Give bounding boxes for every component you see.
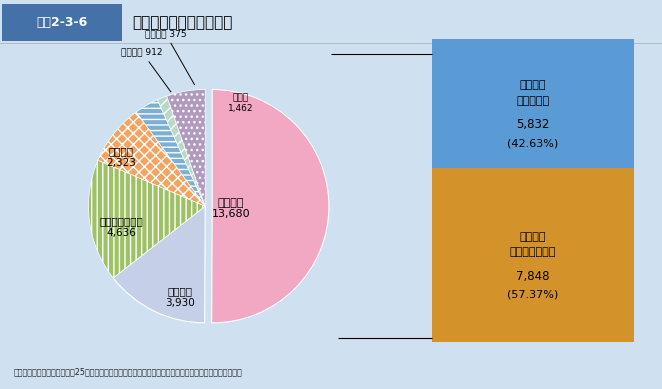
Text: 健康問題
13,680: 健康問題 13,680 — [212, 198, 250, 219]
Text: (42.63%): (42.63%) — [507, 138, 559, 148]
Bar — [2, 4, 122, 41]
Wedge shape — [98, 112, 205, 206]
Text: 資料：内閣府・警察庁「平成25年中における自殺の状況」より厚生労働省政策統括官付政策評価官室作成: 資料：内閣府・警察庁「平成25年中における自殺の状況」より厚生労働省政策統括官付… — [13, 367, 242, 376]
Text: 健康問題: 健康問題 — [520, 232, 546, 242]
Wedge shape — [212, 89, 329, 323]
Text: 健康問題: 健康問題 — [520, 81, 546, 90]
Wedge shape — [158, 96, 205, 206]
Text: 5,832: 5,832 — [516, 118, 549, 131]
Wedge shape — [89, 160, 205, 278]
Text: 家庭問題
3,930: 家庭問題 3,930 — [165, 286, 195, 308]
Text: 学校問題 375: 学校問題 375 — [144, 29, 195, 85]
Wedge shape — [136, 100, 205, 206]
Text: 男女問題 912: 男女問題 912 — [121, 47, 171, 92]
Text: (57.37%): (57.37%) — [507, 290, 559, 300]
Text: （うつ病）: （うつ病） — [516, 96, 549, 105]
Bar — [432, 39, 634, 168]
Text: その他
1,462: その他 1,462 — [228, 94, 253, 113]
Text: 経済・生活問題
4,636: 経済・生活問題 4,636 — [99, 216, 143, 238]
Wedge shape — [167, 89, 205, 206]
Text: 勤務問題
2,323: 勤務問題 2,323 — [107, 146, 136, 168]
Text: 自殺の原因・動機の割合: 自殺の原因・動機の割合 — [132, 15, 233, 30]
Text: （うつ病以外）: （うつ病以外） — [510, 247, 556, 257]
Bar — [432, 168, 634, 342]
Text: 7,848: 7,848 — [516, 270, 549, 283]
Wedge shape — [113, 206, 205, 323]
Text: 図表2-3-6: 図表2-3-6 — [36, 16, 88, 29]
